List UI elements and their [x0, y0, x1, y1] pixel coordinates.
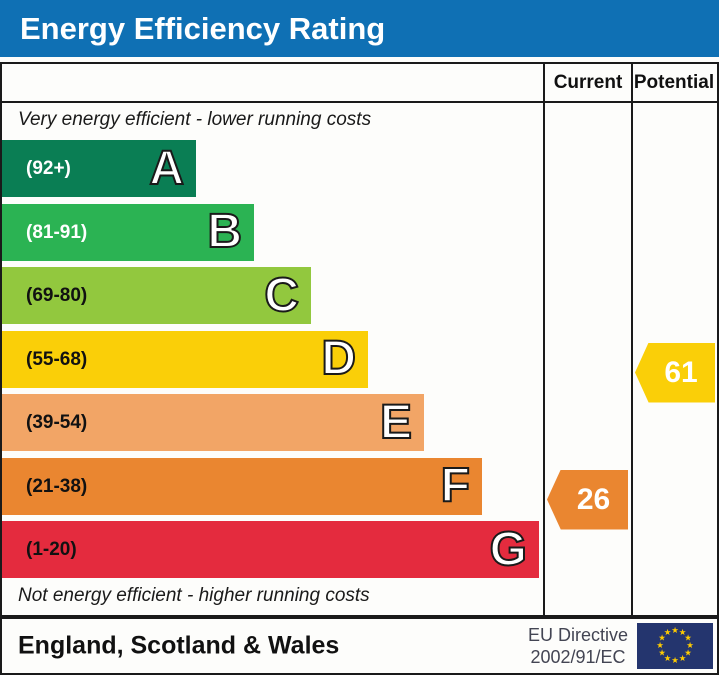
svg-text:★: ★: [679, 628, 687, 638]
band-letter: C: [263, 268, 300, 322]
title-bar: Energy Efficiency Rating: [0, 0, 719, 57]
page-title: Energy Efficiency Rating: [20, 10, 386, 46]
svg-text:★: ★: [658, 649, 666, 659]
band-d: (55-68) D: [2, 330, 368, 388]
svg-text:★: ★: [658, 634, 666, 644]
footer-bar: England, Scotland & Wales EU Directive 2…: [0, 617, 719, 675]
svg-text:★: ★: [671, 626, 679, 636]
column-header-current: Current: [553, 72, 623, 93]
note-not-efficient: Not energy efficient - higher running co…: [18, 585, 370, 606]
column-divider-current: [543, 64, 545, 615]
band-range-label: (21-38): [26, 475, 88, 497]
eu-directive-line2: 2002/91/EC: [530, 647, 626, 667]
band-c: (69-80) C: [2, 267, 311, 324]
band-letter: E: [379, 395, 413, 449]
band-range-label: (81-91): [26, 221, 88, 243]
header-underline: [2, 101, 717, 103]
svg-text:★: ★: [684, 649, 692, 659]
band-letter: D: [320, 332, 357, 385]
column-divider-potential: [631, 64, 633, 615]
svg-text:★: ★: [671, 656, 679, 666]
band-letter: G: [489, 522, 528, 576]
band-letter: A: [148, 141, 185, 195]
band-letter: B: [206, 205, 243, 258]
band-range-label: (1-20): [26, 539, 77, 560]
svg-text:★: ★: [686, 641, 694, 651]
band-range-label: (69-80): [26, 285, 88, 306]
svg-text:★: ★: [664, 654, 672, 664]
rating-table: Current Potential Very energy efficient …: [0, 62, 719, 617]
svg-text:★: ★: [656, 641, 664, 651]
potential-rating-value: 61: [664, 355, 698, 389]
band-range-label: (39-54): [26, 412, 88, 433]
band-range-label: (92+): [26, 158, 71, 179]
current-rating-value: 26: [576, 482, 611, 516]
band-range-label: (55-68): [26, 348, 88, 370]
potential-rating-arrow: 61: [635, 342, 715, 403]
region-label: England, Scotland & Wales: [18, 631, 340, 660]
band-a: (92+) A: [2, 140, 196, 197]
svg-text:★: ★: [684, 634, 692, 644]
band-e: (39-54) E: [2, 394, 424, 451]
band-letter: F: [440, 459, 471, 512]
column-header-potential: Potential: [633, 72, 715, 93]
current-rating-arrow: 26: [547, 469, 628, 530]
band-f: (21-38) F: [2, 457, 482, 515]
svg-text:★: ★: [664, 628, 672, 638]
eu-flag-icon: ★ ★ ★ ★ ★ ★ ★ ★ ★ ★ ★ ★: [637, 623, 713, 669]
eu-directive-label: EU Directive 2002/91/EC: [523, 624, 633, 668]
eu-directive-line1: EU Directive: [527, 625, 629, 645]
band-b: (81-91) B: [2, 203, 254, 261]
note-very-efficient: Very energy efficient - lower running co…: [18, 109, 372, 130]
svg-text:★: ★: [679, 654, 687, 664]
band-g: (1-20) G: [2, 521, 539, 578]
